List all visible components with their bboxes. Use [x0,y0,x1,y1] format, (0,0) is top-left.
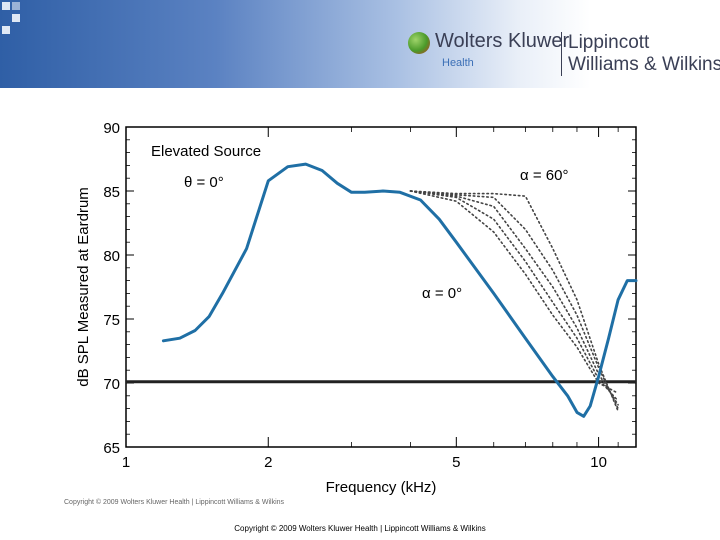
series-line-dotted-0 [409,190,619,395]
decorative-square [12,14,20,22]
series-line-dotted-2 [409,190,619,406]
annotation-alpha-0: α = 0° [422,285,462,302]
x-axis-label: Frequency (kHz) [326,479,437,496]
decorative-square [2,26,10,34]
y-tick-label: 80 [103,248,120,265]
figure-credit: Copyright © 2009 Wolters Kluwer Health |… [64,499,285,506]
series-line-dotted-4 [409,190,619,413]
y-tick-label: 85 [103,184,120,201]
publisher-logo: Wolters Kluwer Health Lippincott William… [408,30,720,78]
series-line-dotted-3 [409,190,619,410]
logo-divider [561,32,562,76]
slide-footer: Copyright © 2009 Wolters Kluwer Health |… [234,524,486,533]
y-axis-label: dB SPL Measured at Eardrum [75,187,92,387]
x-tick-label: 1 [122,454,130,471]
annotation-theta: θ = 0° [184,174,224,191]
x-tick-label: 2 [264,454,272,471]
y-tick-label: 70 [103,376,120,393]
header-band [0,0,720,88]
x-tick-label: 5 [452,454,460,471]
globe-logo-icon [408,32,430,54]
series-line-dotted-1 [409,190,619,402]
decorative-square [12,2,20,10]
frequency-response-chart: 65 70 75 80 85 90 1 2 5 10 Elevated Source θ = 0° α … [75,120,638,496]
publisher-name: Wolters Kluwer [435,30,570,52]
series-line-solid [161,162,638,418]
annotation-alpha-60: α = 60° [520,167,568,184]
imprint-line-1: Lippincott [568,32,650,53]
y-tick-label: 90 [103,120,120,137]
publisher-division: Health [442,57,474,69]
y-tick-label: 65 [103,440,120,457]
y-tick-label: 75 [103,312,120,329]
decorative-square [2,2,10,10]
chart-title: Elevated Source [151,143,261,160]
plot-frame [125,126,637,448]
x-tick-label: 10 [590,454,607,471]
imprint-line-2: Williams & Wilkins [568,54,720,75]
